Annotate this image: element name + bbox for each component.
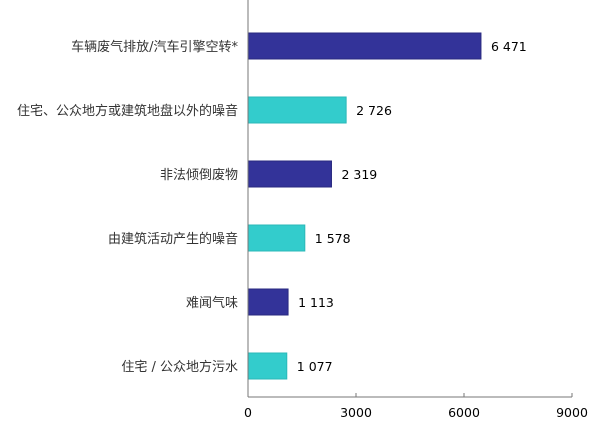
bar — [247, 224, 306, 252]
category-label: 住宅、公众地方或建筑地盘以外的噪音 — [17, 103, 238, 119]
category-label: 由建筑活动产生的噪音 — [108, 231, 238, 247]
bar — [247, 288, 289, 316]
bar — [247, 352, 288, 380]
x-tick-label: 0 — [244, 405, 252, 420]
category-label: 难闻气味 — [186, 295, 238, 311]
data-label: 2 726 — [356, 103, 392, 118]
data-label: 1 113 — [298, 295, 334, 310]
x-tick-label: 9000 — [556, 405, 588, 420]
bar — [247, 160, 332, 188]
bar — [247, 96, 347, 124]
data-label: 1 578 — [315, 231, 351, 246]
x-tick-label: 6000 — [448, 405, 480, 420]
data-label: 1 077 — [297, 359, 333, 374]
data-label: 6 471 — [491, 39, 527, 54]
category-label: 车辆废气排放/汽车引擎空转* — [71, 39, 238, 55]
bar — [247, 32, 482, 60]
data-label: 2 319 — [341, 167, 377, 182]
category-label: 住宅 / 公众地方污水 — [121, 359, 238, 375]
x-tick-label: 3000 — [340, 405, 372, 420]
category-label: 非法倾倒废物 — [160, 167, 238, 183]
